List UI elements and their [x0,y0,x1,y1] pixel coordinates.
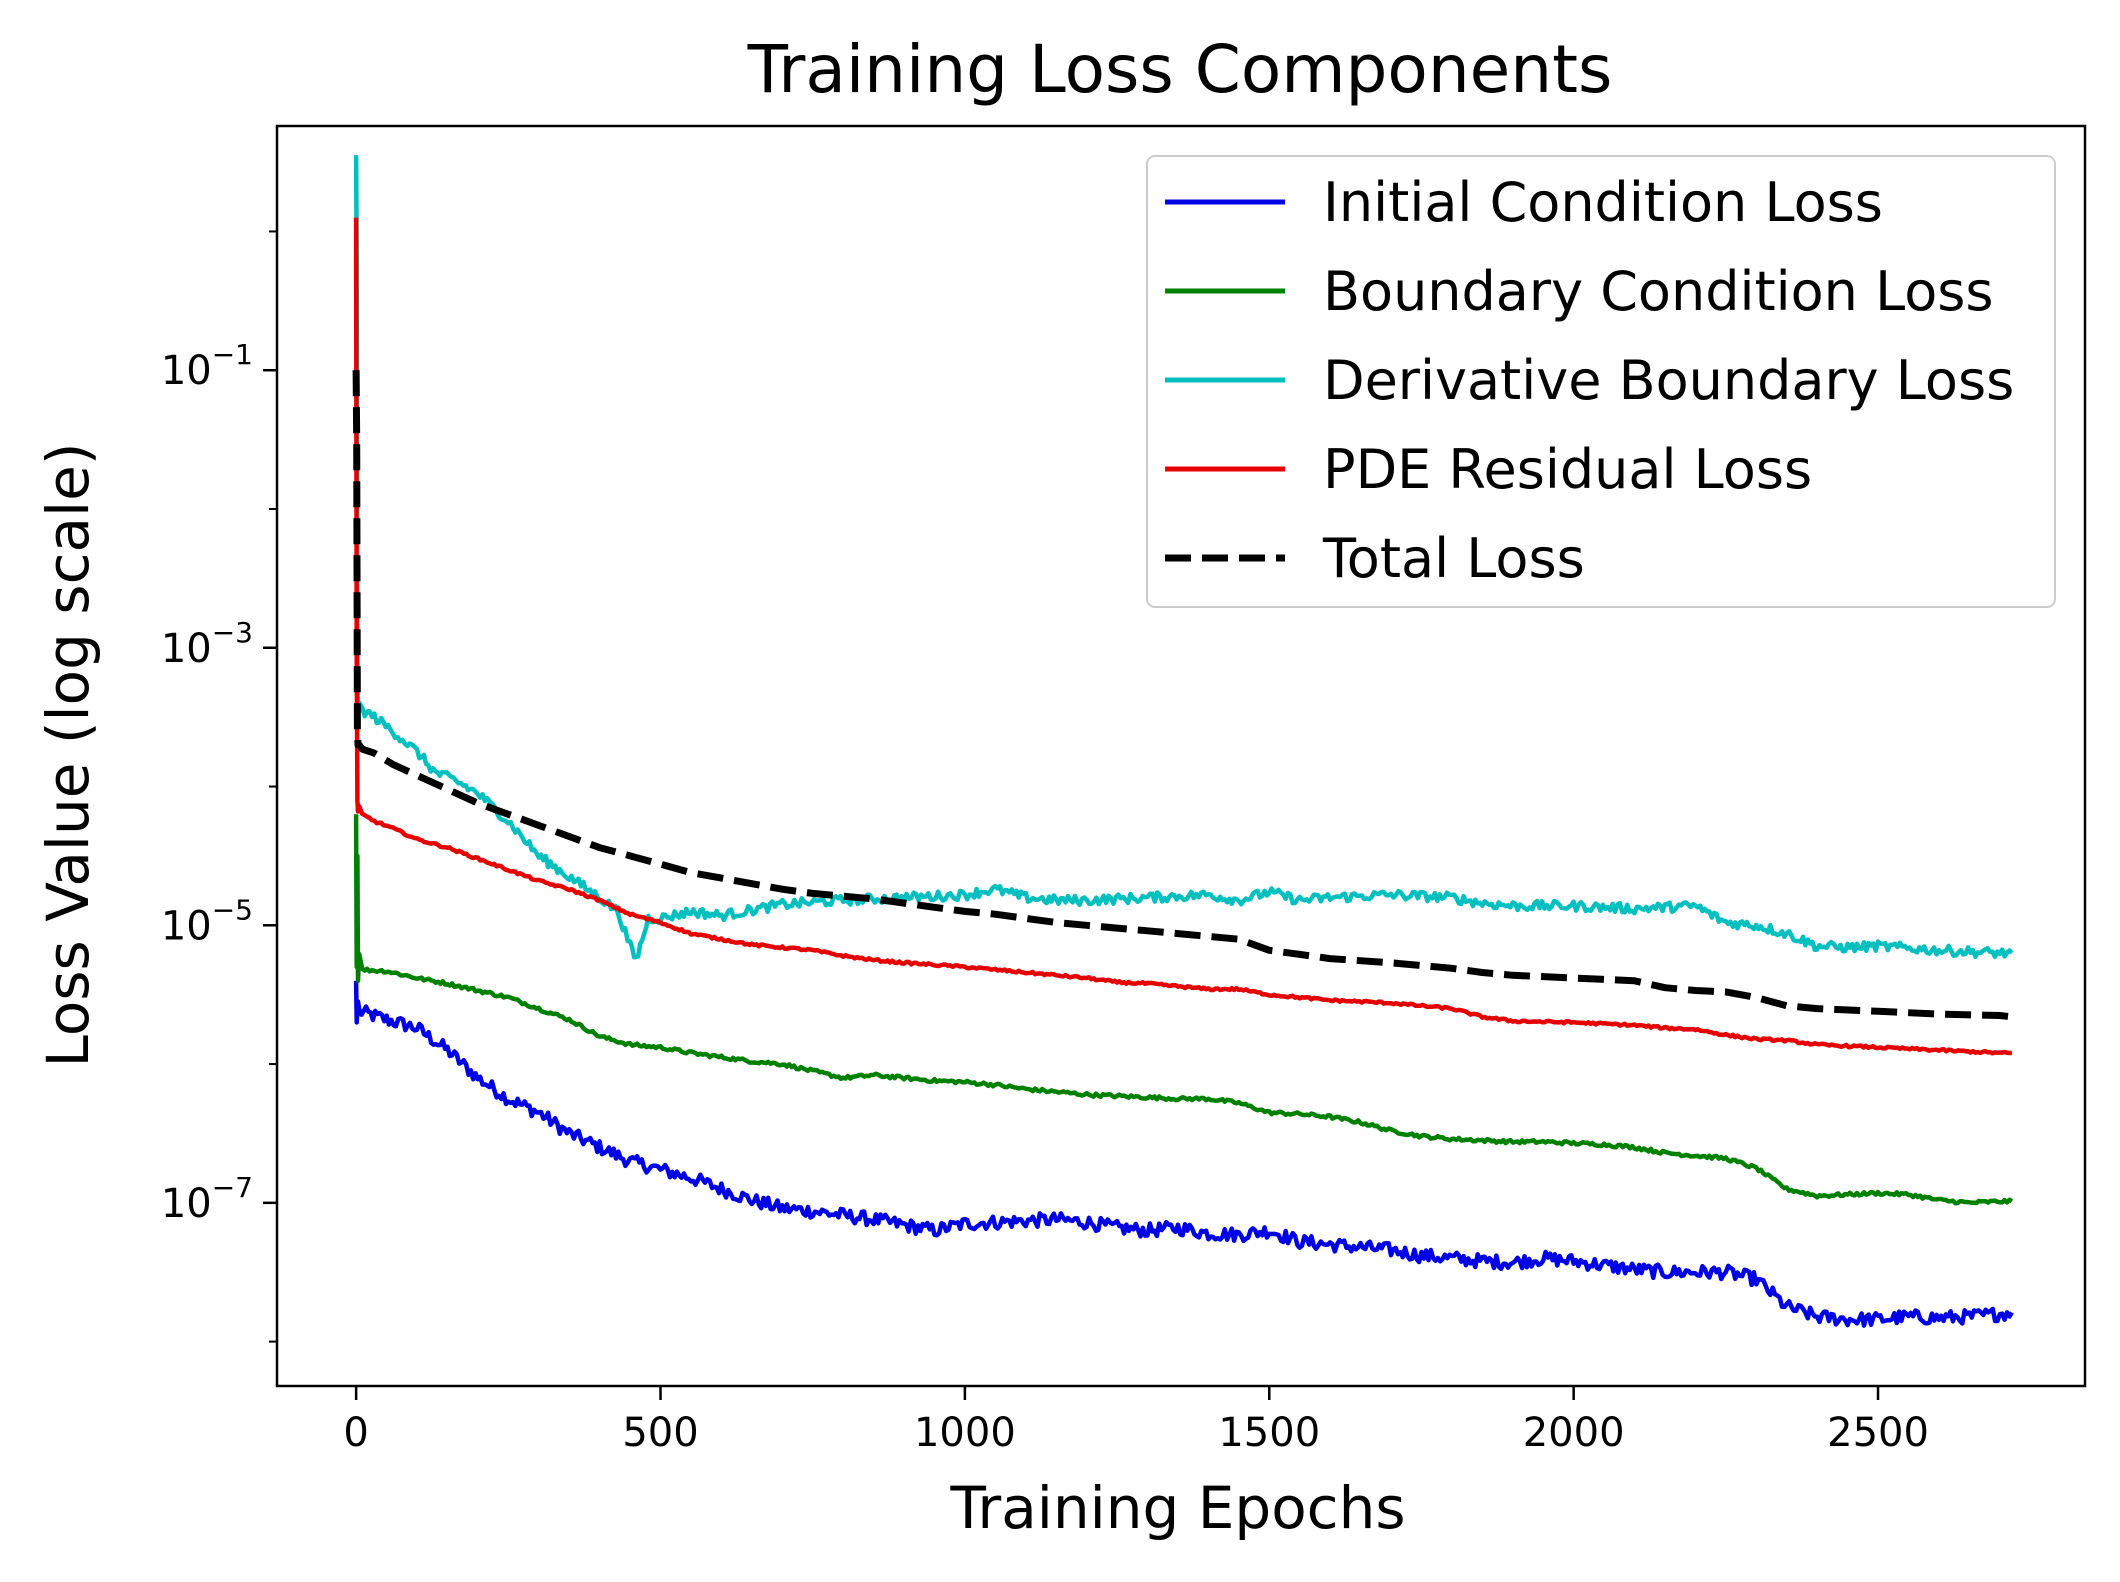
legend-label: Total Loss [1322,527,1585,590]
series-line-total-loss [352,370,2013,1021]
chart-title: Training Loss Components [747,31,1613,108]
series-line-pde-residual-loss [353,217,2012,1056]
series-layer [352,155,2014,1328]
y-tick-exponent: −5 [212,893,253,926]
legend-label: Derivative Boundary Loss [1323,349,2014,412]
x-axis: 0 500 1000 1500 2000 2500 [343,1386,1929,1456]
x-axis-label: Training Epochs [949,1474,1405,1542]
x-tick-label: 2000 [1523,1410,1625,1456]
x-tick-label: 2500 [1827,1410,1929,1456]
legend-box [1146,155,2056,608]
y-tick-label: 10−1 [161,338,253,394]
series-line-derivative-boundary-loss [353,155,2014,960]
y-tick-base: 10 [161,348,212,394]
x-tick-label: 1500 [1218,1410,1320,1456]
legend-label: Boundary Condition Loss [1323,260,1994,323]
y-tick-base: 10 [161,626,212,672]
x-tick-label: 1000 [914,1410,1016,1456]
y-tick-base: 10 [161,903,212,949]
y-tick-base: 10 [161,1181,212,1227]
y-tick-exponent: −3 [212,616,253,649]
y-axis-label: Loss Value (log scale) [34,443,102,1068]
legend: Initial Condition Loss Boundary Condition… [1146,155,2056,608]
legend-label: PDE Residual Loss [1323,438,1812,501]
y-axis: 10−110−310−510−7 [161,230,277,1343]
y-tick-label: 10−5 [161,893,253,949]
y-tick-exponent: −1 [212,338,253,371]
y-tick-label: 10−7 [161,1171,253,1227]
legend-label: Initial Condition Loss [1323,171,1883,234]
y-tick-exponent: −7 [212,1171,253,1204]
series-line-initial-condition-loss [353,980,2014,1328]
series-line-boundary-condition-loss [353,814,2014,1206]
x-tick-label: 500 [622,1410,698,1456]
plot-frame [275,124,2087,1388]
x-tick-label: 0 [343,1410,368,1456]
y-tick-label: 10−3 [161,616,253,672]
